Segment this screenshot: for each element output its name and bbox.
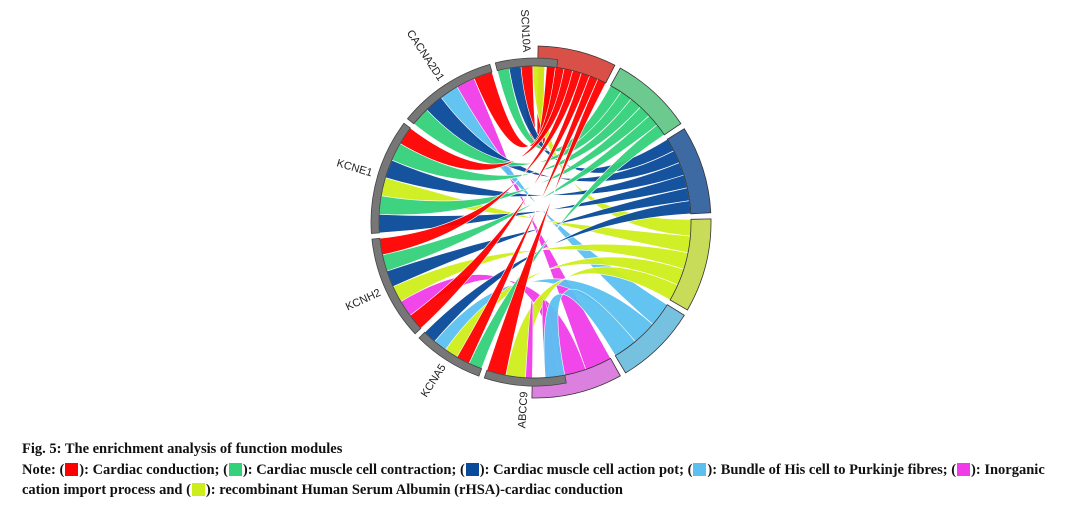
module-arcs: [531, 45, 712, 399]
gene-arc: [418, 331, 483, 377]
legend-label: ): Inorganic cation import process and (: [22, 462, 1045, 498]
gene-arcs: [370, 57, 567, 387]
gene-arc: [494, 57, 559, 72]
figure-title: Fig. 5: The enrichment analysis of funct…: [22, 441, 343, 457]
gene-label: KCNH2: [344, 287, 383, 313]
gene-arc: [370, 122, 411, 234]
gene-label: CACNA2D1: [404, 28, 446, 84]
gene-label: ABCC9: [516, 391, 530, 428]
color-swatch-icon: [65, 463, 79, 476]
legend-label: ): Bundle of His cell to Purkinje fibres…: [707, 462, 957, 478]
gene-arc: [371, 237, 422, 335]
legend: ): Cardiac conduction; ( ): Cardiac muscl…: [22, 462, 1045, 498]
module-arc: [614, 304, 685, 374]
module-arc: [666, 128, 712, 215]
legend-label: ): Cardiac conduction; (: [79, 462, 228, 478]
module-arc: [531, 357, 621, 399]
gene-arc: [406, 63, 493, 125]
chord-diagram: SCN10A CACNA2D1 KCNE1 KCNH2 KCNA5 ABCC9: [335, 9, 712, 429]
module-arc: [610, 67, 682, 136]
color-swatch-icon: [465, 463, 479, 476]
color-swatch-icon: [693, 463, 707, 476]
legend-label: ): recombinant Human Serum Albumin (rHSA…: [205, 482, 623, 498]
color-swatch-icon: [191, 483, 205, 496]
gene-arc: [483, 369, 567, 387]
gene-label: SCN10A: [518, 9, 532, 53]
figure-note: Note: (): Cardiac conduction; (): Cardia…: [22, 460, 1072, 500]
legend-label: ): Cardiac muscle cell action pot; (: [479, 462, 693, 478]
chord-links: [378, 65, 692, 379]
gene-label: KCNE1: [335, 157, 374, 179]
color-swatch-icon: [957, 463, 971, 476]
color-swatch-icon: [228, 463, 242, 476]
legend-label: ): Cardiac muscle cell contraction; (: [242, 462, 465, 478]
note-prefix: Note: (: [22, 462, 65, 478]
module-arc: [669, 218, 712, 311]
gene-label: KCNA5: [419, 362, 449, 399]
